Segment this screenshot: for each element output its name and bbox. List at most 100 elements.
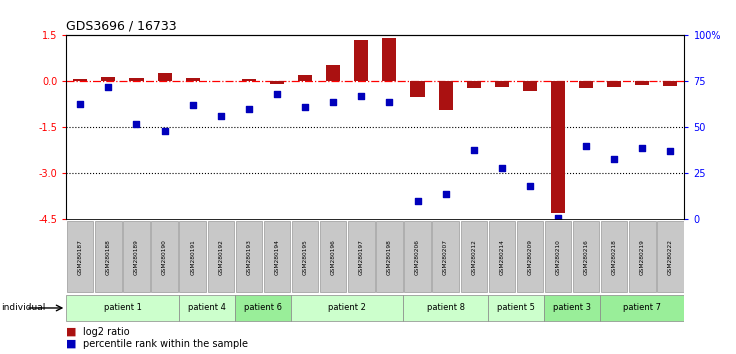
FancyBboxPatch shape xyxy=(179,295,235,321)
Bar xyxy=(523,81,537,91)
Text: log2 ratio: log2 ratio xyxy=(83,327,130,337)
Point xyxy=(580,143,592,149)
Text: patient 6: patient 6 xyxy=(244,303,282,313)
Text: ■: ■ xyxy=(66,339,77,349)
Text: patient 7: patient 7 xyxy=(623,303,662,313)
Point xyxy=(468,147,480,152)
Point xyxy=(496,165,508,171)
Text: GSM280209: GSM280209 xyxy=(528,239,532,275)
FancyBboxPatch shape xyxy=(95,221,121,292)
Text: GSM280195: GSM280195 xyxy=(302,239,308,275)
Point xyxy=(300,104,311,110)
Bar xyxy=(242,79,256,81)
Text: GSM280212: GSM280212 xyxy=(471,239,476,275)
FancyBboxPatch shape xyxy=(404,221,431,292)
FancyBboxPatch shape xyxy=(600,295,684,321)
Point xyxy=(383,99,395,104)
Text: GSM280187: GSM280187 xyxy=(78,239,82,275)
FancyBboxPatch shape xyxy=(461,221,487,292)
Text: GSM280218: GSM280218 xyxy=(612,239,617,275)
Point xyxy=(552,215,564,221)
Text: GSM280206: GSM280206 xyxy=(415,239,420,275)
Text: patient 5: patient 5 xyxy=(497,303,535,313)
Text: GSM280190: GSM280190 xyxy=(162,239,167,275)
Text: ■: ■ xyxy=(66,327,77,337)
Text: GSM280210: GSM280210 xyxy=(556,239,561,275)
Bar xyxy=(298,75,312,81)
Text: patient 4: patient 4 xyxy=(188,303,226,313)
FancyBboxPatch shape xyxy=(433,221,459,292)
FancyBboxPatch shape xyxy=(403,295,488,321)
FancyBboxPatch shape xyxy=(67,221,93,292)
Point xyxy=(609,156,620,161)
Text: GSM280189: GSM280189 xyxy=(134,239,139,275)
FancyBboxPatch shape xyxy=(124,221,149,292)
Bar xyxy=(635,81,649,85)
Bar xyxy=(439,81,453,110)
Bar xyxy=(411,81,425,97)
FancyBboxPatch shape xyxy=(236,221,262,292)
Text: patient 1: patient 1 xyxy=(104,303,141,313)
Point xyxy=(130,121,142,127)
Text: individual: individual xyxy=(1,303,45,313)
Point xyxy=(637,145,648,150)
Text: GSM280191: GSM280191 xyxy=(190,239,195,274)
Point xyxy=(159,128,171,134)
FancyBboxPatch shape xyxy=(489,221,515,292)
Bar xyxy=(270,81,284,84)
FancyBboxPatch shape xyxy=(629,221,656,292)
Bar xyxy=(579,81,593,88)
Text: patient 2: patient 2 xyxy=(328,303,367,313)
FancyBboxPatch shape xyxy=(263,221,290,292)
Bar xyxy=(495,81,509,87)
Text: GDS3696 / 16733: GDS3696 / 16733 xyxy=(66,20,177,33)
Text: GSM280216: GSM280216 xyxy=(584,239,589,274)
FancyBboxPatch shape xyxy=(180,221,206,292)
FancyBboxPatch shape xyxy=(573,221,599,292)
FancyBboxPatch shape xyxy=(320,221,347,292)
FancyBboxPatch shape xyxy=(291,295,403,321)
Text: GSM280198: GSM280198 xyxy=(387,239,392,275)
Text: patient 8: patient 8 xyxy=(427,303,464,313)
Bar xyxy=(102,77,116,81)
Text: GSM280188: GSM280188 xyxy=(106,239,111,275)
Bar xyxy=(663,81,677,86)
Bar xyxy=(326,65,340,81)
Point xyxy=(74,101,86,106)
Text: GSM280194: GSM280194 xyxy=(275,239,280,275)
Point xyxy=(187,103,199,108)
FancyBboxPatch shape xyxy=(657,221,684,292)
FancyBboxPatch shape xyxy=(235,295,291,321)
Bar xyxy=(467,81,481,88)
Bar xyxy=(383,38,397,81)
Bar xyxy=(158,73,171,81)
FancyBboxPatch shape xyxy=(545,221,571,292)
Bar xyxy=(130,78,144,81)
Bar xyxy=(551,81,565,213)
Text: GSM280214: GSM280214 xyxy=(499,239,504,275)
FancyBboxPatch shape xyxy=(66,295,179,321)
FancyBboxPatch shape xyxy=(544,295,600,321)
FancyBboxPatch shape xyxy=(488,295,544,321)
Bar xyxy=(185,78,199,81)
Text: GSM280197: GSM280197 xyxy=(359,239,364,275)
Text: GSM280207: GSM280207 xyxy=(443,239,448,275)
Point xyxy=(271,91,283,97)
FancyBboxPatch shape xyxy=(517,221,543,292)
Point xyxy=(243,106,255,112)
Point xyxy=(355,93,367,99)
Point xyxy=(102,84,114,90)
Point xyxy=(328,99,339,104)
Bar xyxy=(74,79,88,81)
FancyBboxPatch shape xyxy=(292,221,318,292)
Text: GSM280192: GSM280192 xyxy=(219,239,223,275)
FancyBboxPatch shape xyxy=(208,221,234,292)
Point xyxy=(524,183,536,189)
Text: GSM280196: GSM280196 xyxy=(330,239,336,274)
Text: GSM280193: GSM280193 xyxy=(247,239,252,275)
Text: percentile rank within the sample: percentile rank within the sample xyxy=(83,339,248,349)
FancyBboxPatch shape xyxy=(348,221,375,292)
Point xyxy=(665,149,676,154)
Text: GSM280222: GSM280222 xyxy=(668,239,673,275)
FancyBboxPatch shape xyxy=(376,221,403,292)
